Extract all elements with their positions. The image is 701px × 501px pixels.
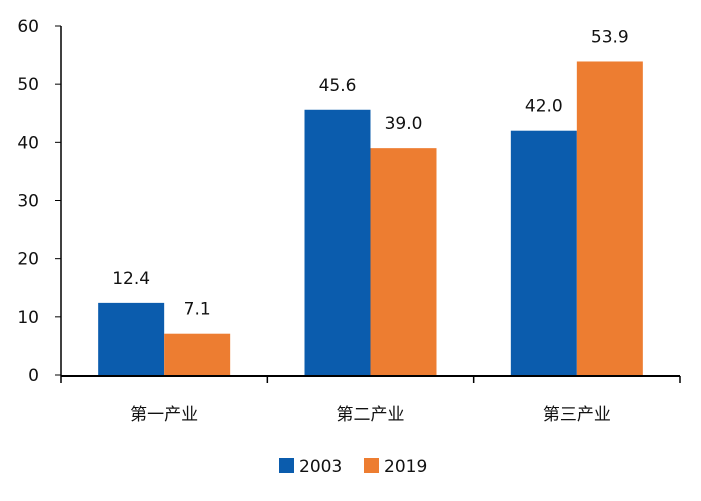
y-axis: 0 10 20 30 40 50 60: [17, 17, 62, 386]
data-label: 12.4: [112, 269, 150, 289]
data-label: 45.6: [319, 76, 357, 96]
x-category-label: 第一产业: [130, 405, 198, 425]
bar-2019: [370, 148, 437, 375]
x-axis: 第一产业 第二产业 第三产业: [60, 375, 681, 425]
bar-2003: [510, 130, 577, 375]
data-label: 53.9: [591, 27, 629, 47]
bar-2003: [98, 302, 165, 375]
bar-2019: [576, 61, 643, 376]
data-label: 42.0: [525, 97, 563, 117]
data-label: 7.1: [184, 300, 211, 320]
y-tick-label: 10: [17, 308, 39, 328]
y-tick-label: 0: [28, 366, 39, 386]
legend-label: 2019: [384, 457, 427, 477]
bar-2019: [164, 333, 231, 375]
bars: 12.4 7.1 45.6 39.0 42.0 53.9: [98, 27, 643, 376]
y-tick-label: 60: [17, 17, 39, 37]
data-label: 39.0: [385, 114, 423, 134]
legend-swatch-2019: [364, 458, 379, 473]
y-tick-label: 30: [17, 192, 39, 212]
bar-2003: [304, 109, 371, 375]
legend: 2003 2019: [279, 457, 427, 477]
x-category-label: 第二产业: [337, 405, 405, 425]
legend-label: 2003: [299, 457, 342, 477]
y-tick-label: 40: [17, 133, 39, 153]
y-tick-label: 50: [17, 75, 39, 95]
x-category-label: 第三产业: [543, 405, 611, 425]
legend-swatch-2003: [279, 458, 294, 473]
y-tick-label: 20: [17, 250, 39, 270]
